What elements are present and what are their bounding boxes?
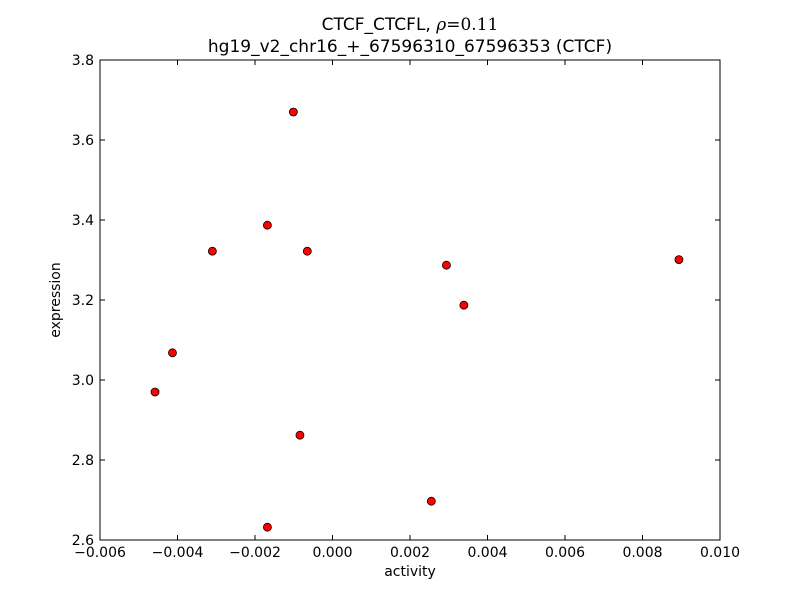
x-tick-label: 0.010: [700, 545, 740, 561]
x-tick-label: 0.002: [390, 545, 430, 561]
x-tick-label: −0.006: [74, 545, 126, 561]
y-tick-label: 2.8: [72, 453, 94, 469]
y-tick-label: 3.0: [72, 373, 94, 389]
y-tick-label: 3.8: [72, 53, 94, 69]
chart-subtitle: hg19_v2_chr16_+_67596310_67596353 (CTCF): [208, 37, 612, 57]
data-point: [674, 255, 684, 265]
data-point: [302, 246, 312, 256]
y-tick-label: 3.4: [72, 213, 94, 229]
y-tick-label: 3.6: [72, 133, 94, 149]
chart-title: CTCF_CTCFL, ρ=0.11: [322, 15, 499, 35]
data-point: [262, 220, 272, 230]
plot-area: [99, 59, 721, 541]
chart-title-rho-symbol: ρ: [435, 15, 446, 35]
x-tick-label: −0.004: [152, 545, 204, 561]
y-tick-label: 2.6: [72, 533, 94, 549]
data-point: [262, 522, 272, 532]
x-axis-label: activity: [384, 564, 436, 580]
x-tick-label: 0.008: [622, 545, 662, 561]
data-points: [150, 107, 684, 532]
y-tick-label: 3.2: [72, 293, 94, 309]
data-point: [207, 246, 217, 256]
x-tick-label: 0.006: [545, 545, 585, 561]
x-tick-label: −0.002: [229, 545, 281, 561]
data-point: [150, 387, 160, 397]
axis-ticks: [99, 59, 721, 541]
y-axis-label: expression: [48, 262, 64, 338]
axis-tick-labels: −0.006 −0.004 −0.002 0.000 0.002 0.004 0.006 0.…: [72, 53, 740, 561]
chart-title-rho-value: =0.11: [446, 15, 498, 35]
chart-title-prefix: CTCF_CTCFL,: [322, 15, 437, 35]
data-point: [168, 348, 177, 358]
data-point: [288, 107, 298, 117]
data-point: [426, 496, 436, 506]
data-point: [459, 300, 469, 310]
data-point: [442, 260, 451, 270]
x-tick-label: 0.000: [312, 545, 352, 561]
data-point: [295, 430, 305, 440]
x-tick-label: 0.004: [467, 545, 507, 561]
